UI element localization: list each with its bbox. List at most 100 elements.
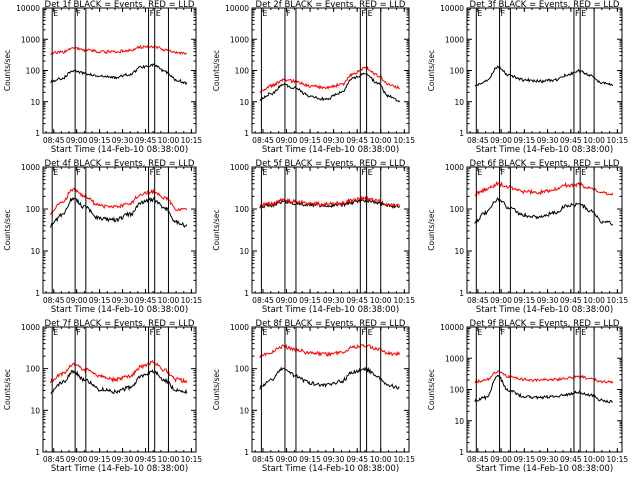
series-line-lld — [51, 46, 187, 55]
y-tick-label: 100 — [450, 386, 465, 395]
y-tick-label: 10000 — [440, 4, 464, 13]
panel-title: Det 2f BLACK = Events, RED = LLD — [256, 0, 406, 10]
plot-frame — [252, 327, 409, 452]
y-tick-label: 100 — [26, 67, 41, 76]
y-tick-label: 1000 — [230, 35, 249, 44]
panel-title: Det 6f BLACK = Events, RED = LLD — [470, 159, 620, 169]
x-tick-label: 10:00 — [158, 136, 180, 145]
y-tick-label: 1 — [244, 289, 249, 298]
y-axis-label: Counts/sec — [212, 369, 221, 410]
marker-label: F — [575, 168, 580, 177]
y-tick-label: 10 — [239, 406, 249, 415]
y-tick-label: 100 — [450, 205, 465, 214]
y-tick-label: 10 — [454, 417, 464, 426]
series-line-lld — [51, 188, 187, 215]
x-tick-label: 08:45 — [43, 455, 65, 464]
x-tick-label: 09:00 — [66, 136, 88, 145]
x-tick-label: 10:15 — [393, 136, 415, 145]
x-tick-label: 09:00 — [276, 455, 298, 464]
x-tick-label: 09:45 — [560, 136, 582, 145]
panel-title: Det 1f BLACK = Events, RED = LLD — [45, 0, 195, 10]
x-tick-label: 09:45 — [135, 455, 157, 464]
panel-det-6: E F F E110100100008:45 09:00 09:15 09:30 09:45 1… — [427, 159, 628, 315]
marker-label: E — [368, 328, 373, 337]
panel-det-2: E F F E11010010001000008:45 09:00 09:15 09:30 0… — [212, 0, 415, 155]
x-axis-label: Start Time (14-Feb-10 08:38:00) — [476, 464, 613, 474]
x-tick-label: 09:30 — [323, 296, 345, 305]
x-tick-label: 10:15 — [181, 296, 203, 305]
x-tick-label: 08:45 — [252, 455, 274, 464]
y-axis-label: Counts/sec — [427, 209, 436, 250]
x-tick-label: 10:15 — [393, 455, 415, 464]
x-tick-label: 08:45 — [43, 296, 65, 305]
y-tick-label: 10000 — [16, 4, 40, 13]
y-tick-label: 1 — [35, 289, 40, 298]
x-tick-label: 09:15 — [299, 296, 321, 305]
y-tick-label: 100 — [235, 67, 250, 76]
x-tick-label: 09:45 — [346, 455, 368, 464]
y-tick-label: 1000 — [21, 35, 40, 44]
series-line-events — [51, 198, 187, 228]
y-tick-label: 1 — [35, 448, 40, 457]
x-tick-label: 09:15 — [89, 455, 111, 464]
y-tick-label: 1000 — [230, 323, 249, 332]
y-tick-label: 1 — [244, 129, 249, 138]
y-axis-label: Counts/sec — [427, 369, 436, 410]
series-line-events — [260, 368, 400, 390]
x-tick-label: 09:15 — [514, 296, 536, 305]
y-tick-label: 1000 — [21, 163, 40, 172]
y-tick-label: 10 — [239, 247, 249, 256]
y-tick-label: 1000 — [445, 354, 464, 363]
y-tick-label: 10 — [239, 98, 249, 107]
x-tick-label: 09:30 — [537, 455, 559, 464]
x-tick-label: 10:00 — [583, 136, 605, 145]
marker-label: E — [368, 168, 373, 177]
y-axis-label: Counts/sec — [212, 50, 221, 91]
y-tick-label: 10000 — [440, 323, 464, 332]
marker-label: E — [581, 328, 586, 337]
x-tick-label: 09:15 — [514, 136, 536, 145]
marker-label: F — [361, 9, 366, 18]
x-tick-label: 09:00 — [490, 455, 512, 464]
x-tick-label: 10:00 — [583, 296, 605, 305]
series-line-events — [51, 64, 187, 84]
panel-title: Det 4f BLACK = Events, RED = LLD — [45, 159, 195, 169]
y-tick-label: 1000 — [230, 163, 249, 172]
y-tick-label: 10000 — [225, 4, 249, 13]
x-tick-label: 08:45 — [467, 136, 489, 145]
x-tick-label: 10:00 — [158, 455, 180, 464]
x-tick-label: 09:30 — [112, 296, 134, 305]
x-axis-label: Start Time (14-Feb-10 08:38:00) — [51, 305, 188, 315]
panel-det-5: E F F E110100100008:45 09:00 09:15 09:30 09:45 1… — [212, 159, 415, 315]
x-tick-label: 08:45 — [252, 296, 274, 305]
y-tick-label: 10 — [30, 98, 40, 107]
series-line-events — [475, 198, 613, 225]
y-tick-label: 100 — [26, 365, 41, 374]
panel-title: Det 9f BLACK = Events, RED = LLD — [470, 319, 620, 329]
x-tick-label: 09:15 — [299, 455, 321, 464]
marker-label: E — [156, 168, 161, 177]
x-tick-label: 08:45 — [467, 296, 489, 305]
x-tick-label: 09:00 — [490, 296, 512, 305]
y-tick-label: 1 — [459, 448, 464, 457]
x-axis-label: Start Time (14-Feb-10 08:38:00) — [262, 145, 399, 155]
plot-frame — [43, 8, 196, 133]
y-tick-label: 1 — [459, 129, 464, 138]
x-tick-label: 10:15 — [181, 455, 203, 464]
x-tick-label: 08:45 — [467, 455, 489, 464]
x-tick-label: 09:45 — [346, 136, 368, 145]
plot-frame — [467, 167, 622, 293]
y-axis-label: Counts/sec — [3, 369, 12, 410]
panel-title: Det 3f BLACK = Events, RED = LLD — [470, 0, 620, 10]
series-line-lld — [260, 67, 400, 92]
y-tick-label: 10 — [454, 247, 464, 256]
y-tick-label: 1 — [459, 289, 464, 298]
panel-title: Det 5f BLACK = Events, RED = LLD — [256, 159, 406, 169]
x-tick-label: 10:00 — [370, 296, 392, 305]
x-axis-label: Start Time (14-Feb-10 08:38:00) — [51, 464, 188, 474]
x-tick-label: 09:30 — [323, 455, 345, 464]
x-tick-label: 09:15 — [514, 455, 536, 464]
